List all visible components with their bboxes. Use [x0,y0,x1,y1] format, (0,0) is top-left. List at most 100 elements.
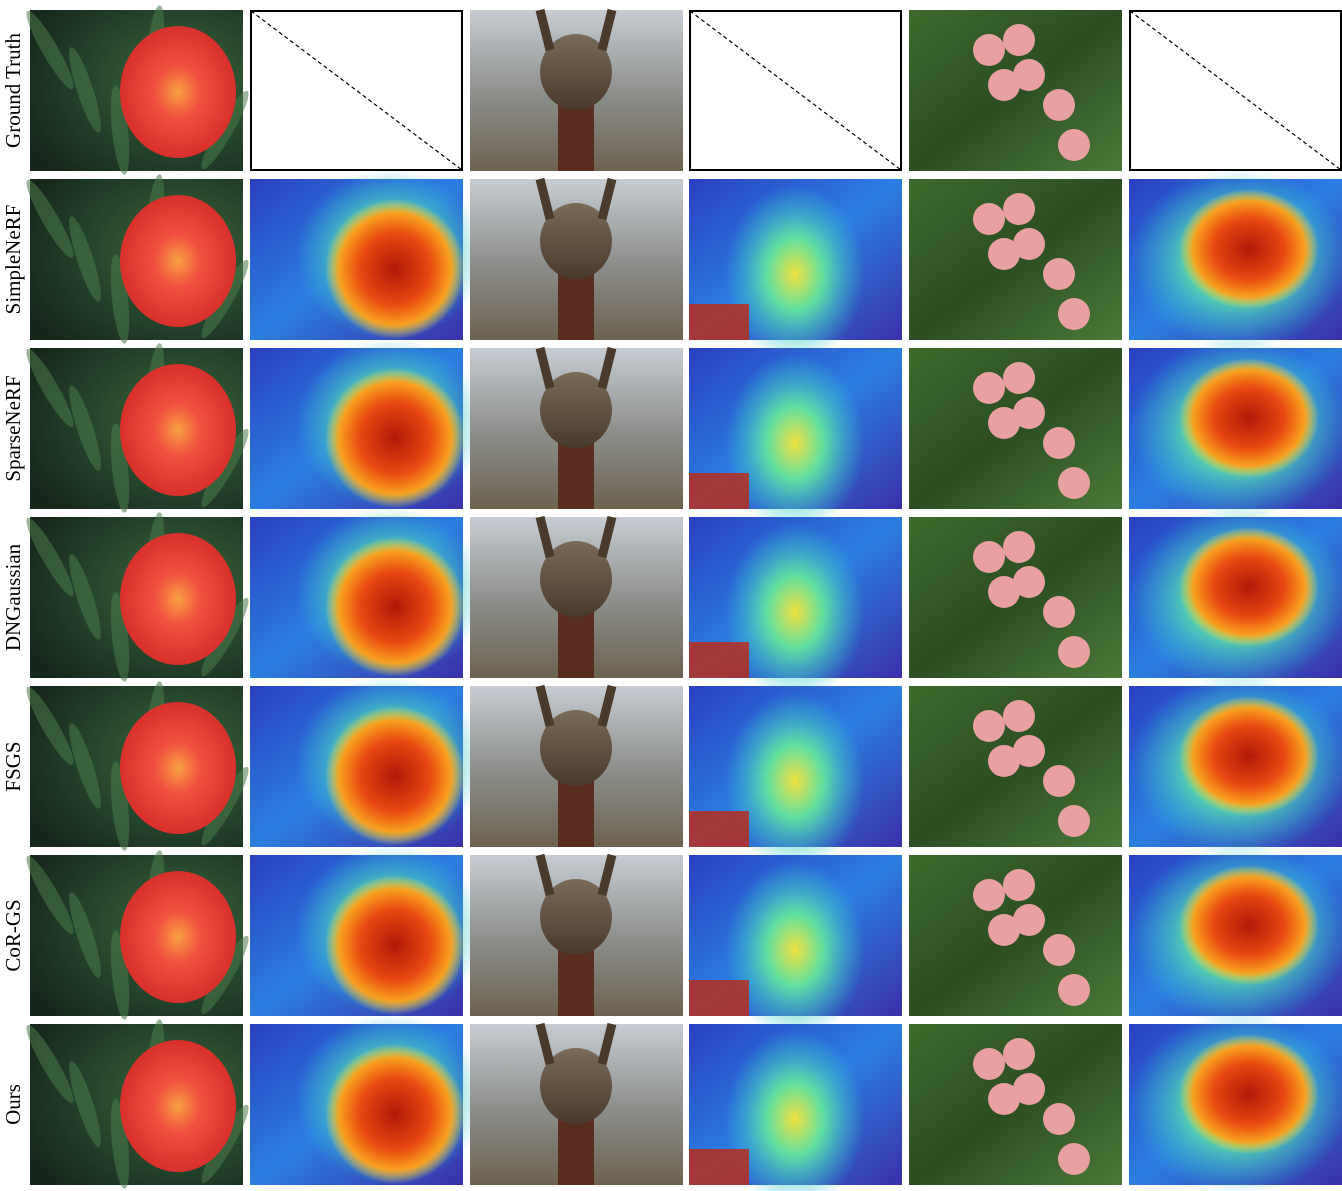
figure-row: DNGaussian [1,507,1342,702]
flower [120,26,236,158]
depth-map [250,676,485,847]
leaf [26,1024,74,1104]
row-label: DNGaussian [1,543,25,651]
depth-near [689,642,749,678]
orchid [1003,193,1035,225]
orchid [988,1083,1020,1115]
rendered-image [26,343,249,513]
depth-map [689,1024,902,1191]
skull [540,203,612,279]
rendered-image [909,179,1122,340]
depth-near [689,473,749,509]
orchid [1058,636,1090,668]
leaf [26,179,74,259]
flower [120,364,236,496]
depth-map [689,686,902,871]
pedestal [558,1114,594,1185]
figure-row: SparseNeRF [1,338,1342,533]
orchid [1003,869,1035,901]
flower [120,1040,236,1172]
horns [535,853,617,897]
flower [120,195,236,327]
depth-near [1179,189,1319,309]
orchid [1003,24,1035,56]
orchid [988,69,1020,101]
orchid [1013,59,1045,91]
depth-map [689,179,902,364]
orchid [1013,904,1045,936]
rendered-image [909,855,1122,1016]
depth-map [689,517,902,702]
flower [120,702,236,834]
row-label: CoR-GS [1,899,25,971]
orchid [988,914,1020,946]
leaf [69,892,101,978]
orchid [1058,1143,1090,1175]
skull [540,541,612,617]
orchid [1003,362,1035,394]
depth-near [725,522,865,702]
depth-near [325,368,465,508]
rendered-image [909,10,1122,171]
rendered-image [26,512,249,682]
depth-map [1129,845,1342,1025]
leaf [69,1061,101,1147]
orchid [1043,934,1075,966]
orchid [1043,89,1075,121]
depth-map [1129,676,1342,856]
horns [535,684,617,728]
orchid [1058,467,1090,499]
pedestal [558,945,594,1016]
rendered-image [909,686,1122,847]
depth-near [725,184,865,364]
orchid [1058,805,1090,837]
rendered-image [470,177,683,340]
leaf [26,686,74,766]
depth-near [689,980,749,1016]
depth-near [325,875,465,1015]
orchid [1043,765,1075,797]
depth-near [325,706,465,846]
rendered-image [26,681,249,851]
figure-row: FSGS [1,676,1342,871]
orchid [1043,427,1075,459]
empty-diagonal [689,10,902,171]
rendered-image [470,684,683,847]
flower [120,871,236,1003]
depth-near [325,537,465,677]
orchid [973,541,1005,573]
figure-row: Ground Truth [1,5,1342,175]
orchid [1043,596,1075,628]
row-label: FSGS [1,741,25,791]
orchid [1013,397,1045,429]
figure-row: CoR-GS [1,845,1342,1040]
skull [540,34,612,110]
orchid [973,372,1005,404]
depth-near [689,1149,749,1185]
rendered-image [26,174,249,344]
depth-map [689,855,902,1040]
skull [540,372,612,448]
leaf [69,554,101,640]
orchid [1013,566,1045,598]
depth-near [725,1029,865,1191]
rendered-image [26,5,249,175]
orchid [1013,1073,1045,1105]
depth-map [1129,338,1342,518]
orchid [1058,129,1090,161]
depth-map [689,348,902,533]
orchid [1013,228,1045,260]
depth-near [1179,696,1319,816]
depth-map [250,1014,485,1185]
leaf [26,517,74,597]
depth-near [689,811,749,847]
orchid [1043,1103,1075,1135]
horns [535,515,617,559]
empty-diagonal [1129,10,1342,171]
empty-diagonal [250,10,463,171]
skull [540,1048,612,1124]
orchid [988,238,1020,270]
pedestal [558,438,594,509]
